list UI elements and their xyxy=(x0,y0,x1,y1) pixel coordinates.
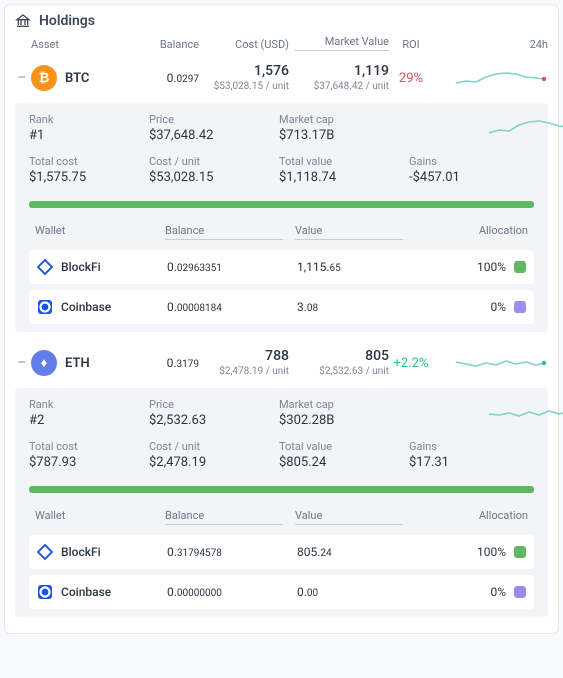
allocation-swatch xyxy=(514,546,526,558)
wallet-value: 805.24 xyxy=(297,545,417,559)
col-asset: Asset xyxy=(31,38,141,51)
wallet-value: 1,115.65 xyxy=(297,260,417,274)
wallet-icon xyxy=(37,299,53,315)
sparkline-24h xyxy=(433,65,548,91)
asset-symbol: BTC xyxy=(65,71,89,86)
asset-detail-panel: Rank#1 Price$37,648.42 Market cap$713.17… xyxy=(15,103,548,332)
detail-sparkline xyxy=(489,398,563,428)
asset-roi: +2.2% xyxy=(389,356,433,371)
wallet-icon xyxy=(37,584,53,600)
wallet-balance: 0.00000000 xyxy=(167,585,297,599)
wallet-allocation: 0% xyxy=(417,300,526,314)
col-balance: Balance xyxy=(141,38,199,51)
coin-icon: ♦ xyxy=(31,350,57,376)
wallet-value: 3.08 xyxy=(297,300,417,314)
card-header: Holdings xyxy=(15,13,548,29)
wallet-balance: 0.00008184 xyxy=(167,300,297,314)
wallet-balance: 0.31794578 xyxy=(167,545,297,559)
wallet-name: Coinbase xyxy=(37,584,167,600)
asset-balance: 0.3179 xyxy=(141,356,199,370)
col-24h: 24h xyxy=(433,38,548,51)
asset-balance: 0.0297 xyxy=(141,71,199,85)
progress-fill xyxy=(29,201,534,208)
progress-fill xyxy=(29,486,534,493)
sparkline-24h xyxy=(433,350,548,376)
wallet-name: BlockFi xyxy=(37,259,167,275)
allocation-swatch xyxy=(514,301,526,313)
holdings-card: Holdings Asset Balance Cost (USD) Market… xyxy=(4,4,559,634)
column-headers: Asset Balance Cost (USD) Market Value RO… xyxy=(15,35,548,57)
col-roi: ROI xyxy=(389,38,433,51)
allocation-swatch xyxy=(514,261,526,273)
wallet-row[interactable]: Coinbase 0.00000000 0.00 0% xyxy=(29,575,534,609)
wallet-label: Coinbase xyxy=(61,585,111,599)
wallet-row[interactable]: Coinbase 0.00008184 3.08 0% xyxy=(29,290,534,324)
col-cost: Cost (USD) xyxy=(199,38,289,51)
bank-icon xyxy=(15,13,31,29)
asset-detail-panel: Rank#2 Price$2,532.63 Market cap$302.28B… xyxy=(15,388,548,617)
collapse-toggle[interactable]: – xyxy=(15,356,29,370)
wallet-label: BlockFi xyxy=(61,260,101,274)
wallet-columns: Wallet Balance Value Allocation xyxy=(29,220,534,244)
asset-cost: 788 $2,478.19 / unit xyxy=(199,348,289,378)
wallet-label: Coinbase xyxy=(61,300,111,314)
asset-roi: 29% xyxy=(389,71,433,86)
wallet-row[interactable]: BlockFi 0.02963351 1,115.65 100% xyxy=(29,250,534,284)
wallet-allocation: 100% xyxy=(417,260,526,274)
wallet-allocation: 0% xyxy=(417,585,526,599)
asset-market-value: 1,119 $37,648.42 / unit xyxy=(289,63,389,93)
wallet-icon xyxy=(37,544,53,560)
asset-cell: ₿ BTC xyxy=(31,65,141,91)
asset-symbol: ETH xyxy=(65,356,90,371)
asset-market-value: 805 $2,532.63 / unit xyxy=(289,348,389,378)
card-title: Holdings xyxy=(39,13,95,29)
wallet-balance: 0.02963351 xyxy=(167,260,297,274)
asset-cost: 1,576 $53,028.15 / unit xyxy=(199,63,289,93)
wallet-name: BlockFi xyxy=(37,544,167,560)
allocation-progress xyxy=(29,201,534,208)
asset-cell: ♦ ETH xyxy=(31,350,141,376)
collapse-toggle[interactable]: – xyxy=(15,71,29,85)
wallet-row[interactable]: BlockFi 0.31794578 805.24 100% xyxy=(29,535,534,569)
asset-row[interactable]: – ♦ ETH 0.3179 788 $2,478.19 / unit 805 … xyxy=(15,342,548,384)
allocation-swatch xyxy=(514,586,526,598)
asset-row[interactable]: – ₿ BTC 0.0297 1,576 $53,028.15 / unit 1… xyxy=(15,57,548,99)
wallet-name: Coinbase xyxy=(37,299,167,315)
allocation-progress xyxy=(29,486,534,493)
holdings-list: – ₿ BTC 0.0297 1,576 $53,028.15 / unit 1… xyxy=(15,57,548,617)
coin-icon: ₿ xyxy=(31,65,57,91)
wallet-label: BlockFi xyxy=(61,545,101,559)
detail-sparkline xyxy=(489,113,563,143)
wallet-icon xyxy=(37,259,53,275)
wallet-columns: Wallet Balance Value Allocation xyxy=(29,505,534,529)
wallet-value: 0.00 xyxy=(297,585,417,599)
col-market-value[interactable]: Market Value xyxy=(295,35,389,51)
wallet-allocation: 100% xyxy=(417,545,526,559)
